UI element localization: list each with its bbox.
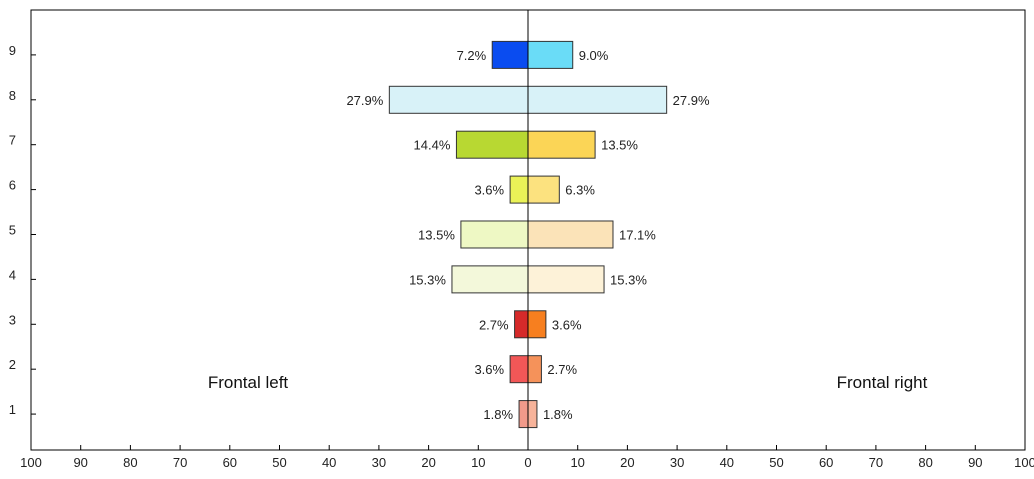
bar-right-2 [527,355,542,384]
x-tick-label-14: 40 [720,455,734,470]
x-tick-label-0: 100 [20,455,42,470]
bar-right-1 [527,400,538,429]
bar-left-4 [451,265,529,294]
data-label-left-7: 14.4% [414,138,451,153]
y-tick-label-7: 7 [9,133,16,148]
x-tick-label-19: 90 [968,455,982,470]
bar-left-2 [509,355,529,384]
bar-left-6 [509,175,529,204]
y-tick-label-4: 4 [9,267,16,282]
bar-right-5 [527,220,614,249]
x-tick-label-5: 50 [272,455,286,470]
x-tick-label-15: 50 [769,455,783,470]
x-tick-label-6: 40 [322,455,336,470]
x-tick-label-9: 10 [471,455,485,470]
data-label-left-8: 27.9% [346,93,383,108]
data-label-right-8: 27.9% [673,93,710,108]
x-tick-label-3: 70 [173,455,187,470]
bar-right-7 [527,130,596,159]
bar-right-3 [527,310,547,339]
data-label-left-4: 15.3% [409,272,446,287]
data-label-right-1: 1.8% [543,407,573,422]
data-label-left-3: 2.7% [479,317,509,332]
bar-right-8 [527,85,668,114]
x-tick-label-2: 80 [123,455,137,470]
x-tick-label-18: 80 [918,455,932,470]
y-tick-label-2: 2 [9,357,16,372]
y-tick-label-9: 9 [9,43,16,58]
bar-left-5 [460,220,529,249]
x-tick-label-4: 60 [223,455,237,470]
bar-right-9 [527,40,574,69]
x-tick-label-10: 0 [524,455,531,470]
side-label-right: Frontal right [837,373,928,392]
x-tick-label-8: 20 [421,455,435,470]
y-tick-label-8: 8 [9,88,16,103]
bar-left-7 [455,130,529,159]
y-tick-label-5: 5 [9,222,16,237]
data-label-right-3: 3.6% [552,317,582,332]
data-label-left-5: 13.5% [418,227,455,242]
bar-left-8 [388,85,529,114]
y-tick-label-1: 1 [9,402,16,417]
bar-right-4 [527,265,605,294]
bars-group: 1.8% 1.8% 3.6% 2.7% 2.7% 3.6% 15.3% 15.3% 13.5% 1… [346,40,710,429]
x-tick-label-17: 70 [869,455,883,470]
x-tick-label-13: 30 [670,455,684,470]
data-label-right-4: 15.3% [610,272,647,287]
data-label-left-2: 3.6% [474,362,504,377]
data-label-left-6: 3.6% [474,183,504,198]
x-tick-label-12: 20 [620,455,634,470]
side-label-left: Frontal left [208,373,289,392]
data-label-right-5: 17.1% [619,227,656,242]
data-label-right-9: 9.0% [579,48,609,63]
bar-left-3 [514,310,529,339]
data-label-left-9: 7.2% [457,48,487,63]
bar-left-9 [491,40,529,69]
y-tick-label-6: 6 [9,178,16,193]
x-tick-label-7: 30 [372,455,386,470]
x-tick-label-20: 100 [1014,455,1034,470]
x-tick-label-1: 90 [73,455,87,470]
x-tick-label-11: 10 [570,455,584,470]
data-label-right-6: 6.3% [565,183,595,198]
bar-right-6 [527,175,560,204]
bar-left-1 [518,400,529,429]
x-tick-label-16: 60 [819,455,833,470]
data-label-left-1: 1.8% [483,407,513,422]
data-label-right-7: 13.5% [601,138,638,153]
data-label-right-2: 2.7% [547,362,577,377]
y-tick-label-3: 3 [9,312,16,327]
